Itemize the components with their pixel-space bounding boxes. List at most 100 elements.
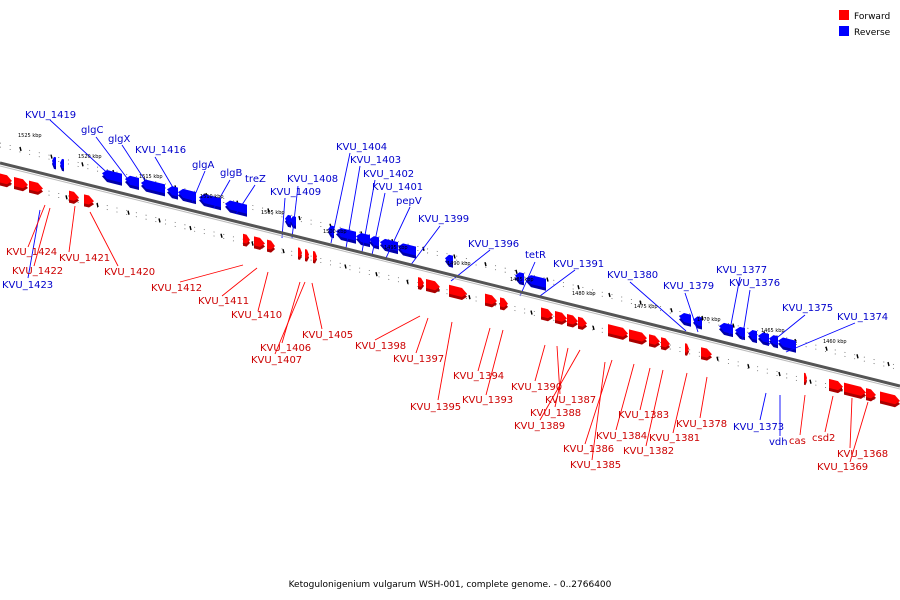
- gene-label[interactable]: KVU_1378: [676, 419, 727, 430]
- gene-label[interactable]: KVU_1376: [729, 278, 780, 289]
- gene-label[interactable]: KVU_1409: [270, 187, 321, 198]
- gene-label[interactable]: glgB: [220, 168, 242, 179]
- track-tick: [608, 292, 611, 298]
- legend-reverse-swatch: [839, 26, 849, 36]
- gene-label[interactable]: KVU_1405: [302, 330, 353, 341]
- leader-line: [385, 206, 411, 259]
- gene-arrow: [685, 343, 689, 353]
- gene-arrow: [0, 173, 12, 185]
- track-tick: [267, 208, 270, 213]
- gene-arrow: [178, 188, 196, 202]
- gene-label[interactable]: cas: [789, 436, 806, 447]
- gene-label[interactable]: KVU_1412: [151, 283, 202, 294]
- gene-label[interactable]: KVU_1374: [837, 312, 888, 323]
- gene-label[interactable]: KVU_1393: [462, 395, 513, 406]
- gene-label[interactable]: KVU_1375: [782, 303, 833, 314]
- track-tick: [825, 346, 828, 351]
- gene-label[interactable]: KVU_1368: [837, 449, 888, 460]
- gene-label[interactable]: KVU_1389: [514, 421, 565, 432]
- gene-label[interactable]: KVU_1407: [251, 355, 302, 366]
- gene-label[interactable]: KVU_1381: [649, 433, 700, 444]
- gene-arrow: [693, 316, 702, 327]
- track-tick: [81, 162, 84, 167]
- gene-label[interactable]: KVU_1380: [607, 270, 658, 281]
- gene-label[interactable]: KVU_1403: [350, 155, 401, 166]
- gene-label[interactable]: KVU_1422: [12, 266, 63, 277]
- backbone-shadow: [0, 165, 900, 390]
- gene-label[interactable]: KVU_1388: [530, 408, 581, 419]
- gene-label[interactable]: csd2: [812, 433, 835, 444]
- gene-arrow: [515, 272, 524, 283]
- leader-line: [235, 184, 256, 215]
- gene-label[interactable]: pepV: [396, 196, 422, 207]
- gene-label[interactable]: KVU_1421: [59, 253, 110, 264]
- gene-arrow: [608, 324, 628, 337]
- gene-label[interactable]: KVU_1369: [817, 462, 868, 473]
- gene-label[interactable]: KVU_1398: [355, 341, 406, 352]
- gene-label[interactable]: KVU_1399: [418, 214, 469, 225]
- gene-arrow: [199, 194, 221, 208]
- gene-label[interactable]: KVU_1401: [372, 182, 423, 193]
- gene-label[interactable]: KVU_1383: [618, 410, 669, 421]
- gene-label[interactable]: KVU_1423: [2, 280, 53, 291]
- gene-label[interactable]: treZ: [245, 174, 266, 185]
- tick-label: 1500 kbp: [323, 229, 347, 235]
- gene-label[interactable]: KVU_1404: [336, 142, 387, 153]
- gene-arrow: [679, 312, 691, 324]
- gene-label[interactable]: KVU_1395: [410, 402, 461, 413]
- gene-label[interactable]: vdh: [769, 437, 788, 448]
- leader-line: [371, 192, 386, 256]
- gene-arrow: [254, 236, 265, 247]
- legend-reverse-label: Reverse: [854, 28, 891, 38]
- gene-label[interactable]: KVU_1410: [231, 310, 282, 321]
- gene-arrow: [225, 200, 247, 214]
- gene-label[interactable]: KVU_1387: [545, 395, 596, 406]
- gene-label[interactable]: KVU_1408: [287, 174, 338, 185]
- gene-label[interactable]: KVU_1396: [468, 239, 519, 250]
- legend-forward-swatch: [839, 10, 849, 20]
- gene-arrow: [267, 239, 275, 250]
- gene-arrow: [748, 329, 757, 341]
- tick-label: 1515 kbp: [139, 174, 163, 180]
- gene-arrow: [398, 243, 416, 256]
- gene-label[interactable]: KVU_1382: [623, 446, 674, 457]
- gene-label[interactable]: KVU_1377: [716, 265, 767, 276]
- gene-label[interactable]: KVU_1406: [260, 343, 311, 354]
- gene-label[interactable]: KVU_1397: [393, 354, 444, 365]
- gene-label[interactable]: KVU_1390: [511, 382, 562, 393]
- gene-arrow: [356, 232, 370, 245]
- gene-label[interactable]: KVU_1384: [596, 431, 647, 442]
- gene-label[interactable]: glgA: [192, 160, 214, 171]
- leader-line: [824, 395, 834, 433]
- gene-arrow: [500, 297, 508, 308]
- leader-line: [591, 361, 606, 461]
- gene-label[interactable]: glgX: [108, 134, 130, 145]
- tick-label: 1485 kbp: [510, 277, 534, 283]
- gene-label[interactable]: KVU_1391: [553, 259, 604, 270]
- gene-label[interactable]: KVU_1402: [363, 169, 414, 180]
- gene-label[interactable]: glgC: [81, 125, 103, 136]
- leader-line: [179, 264, 244, 283]
- gene-label[interactable]: KVU_1373: [733, 422, 784, 433]
- leader-line: [281, 197, 286, 239]
- gene-label[interactable]: KVU_1411: [198, 296, 249, 307]
- track-tick: [453, 254, 456, 259]
- leader-line: [68, 205, 76, 253]
- gene-label[interactable]: KVU_1385: [570, 460, 621, 471]
- leader-line: [121, 144, 151, 189]
- gene-label[interactable]: KVU_1419: [25, 110, 76, 121]
- leader-line: [767, 314, 806, 346]
- reverse-gene-labels: KVU_1419 glgC glgX KVU_1416 glgA glgB tr…: [2, 110, 888, 448]
- gene-label[interactable]: tetR: [525, 250, 546, 261]
- gene-label[interactable]: KVU_1424: [6, 247, 57, 258]
- gene-label[interactable]: KVU_1379: [663, 281, 714, 292]
- gene-label[interactable]: KVU_1394: [453, 371, 504, 382]
- gene-label[interactable]: KVU_1416: [135, 145, 186, 156]
- gene-arrow: [29, 180, 43, 192]
- gene-label[interactable]: KVU_1420: [104, 267, 155, 278]
- gene-arrow: [336, 227, 356, 241]
- leader-line: [213, 179, 231, 209]
- leader-line: [539, 269, 576, 297]
- leader-line: [274, 281, 306, 355]
- gene-label[interactable]: KVU_1386: [563, 444, 614, 455]
